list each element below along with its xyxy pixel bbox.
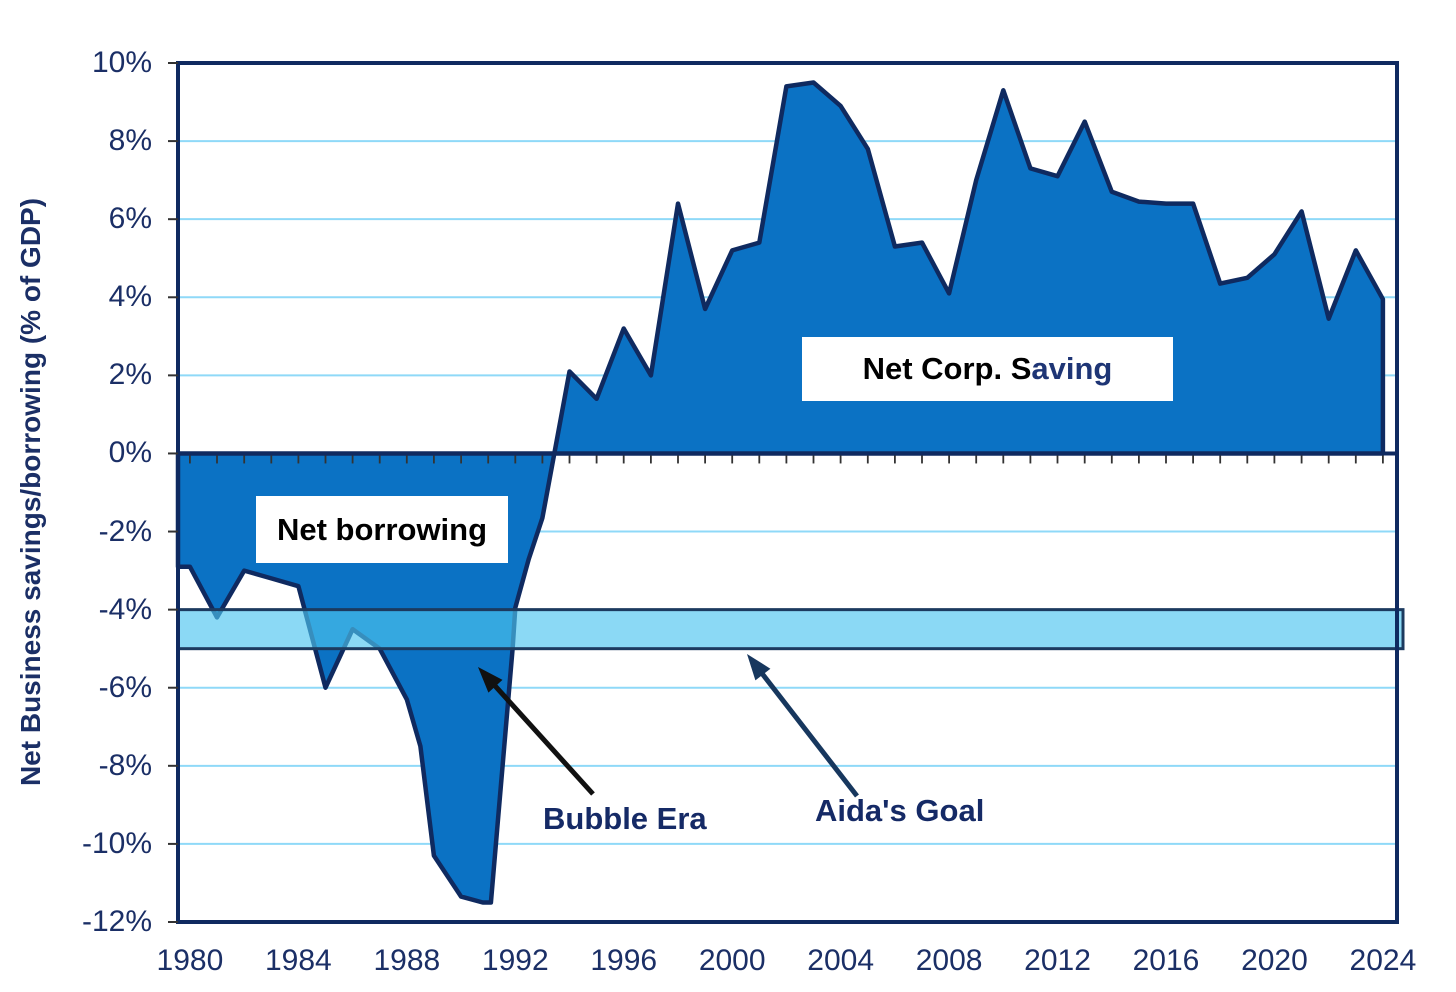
y-tick-label: 10% [91, 46, 152, 79]
x-tick-label: 2020 [1241, 944, 1308, 977]
plot-border [176, 61, 1399, 924]
x-tick-label: 2000 [698, 944, 766, 977]
net-borrowing-label: Net borrowing [256, 496, 508, 563]
y-tick-label: 6% [108, 202, 152, 236]
net-corp-saving-label-navy-part: aving [1031, 351, 1113, 386]
y-tick-label: 2% [108, 358, 152, 392]
bubble-era-arrow [489, 680, 595, 796]
aidas-goal-arrow [757, 668, 859, 798]
x-tick-label: 2016 [1132, 944, 1200, 977]
x-tick-label: 1980 [156, 944, 224, 977]
x-tick-label: 2024 [1349, 944, 1417, 977]
x-tick-label: 2004 [807, 944, 875, 977]
aidas-goal-arrow-head [747, 654, 771, 681]
y-tick-label: 0% [108, 436, 152, 470]
y-tick-label: -8% [98, 748, 152, 782]
x-tick-label: 1996 [590, 944, 658, 977]
x-tick-label: 1984 [265, 944, 332, 977]
bubble-era-arrow-head [478, 667, 503, 693]
y-tick-label: -4% [98, 592, 152, 626]
net-savings-area-series [175, 80, 1386, 905]
x-tick-label: 2012 [1024, 944, 1091, 977]
x-tick-label: 2008 [915, 944, 983, 977]
y-tick-label: -12% [81, 905, 152, 938]
net-corp-saving-label-black-part: Net Corp. S [862, 351, 1032, 386]
y-tick-label: -6% [98, 670, 152, 704]
aidas-goal-band [176, 608, 1405, 651]
x-tick-label: 1988 [373, 944, 441, 977]
x-tick-label: 1992 [481, 944, 549, 977]
y-tick-label: -10% [81, 826, 152, 860]
y-tick-label: -2% [98, 514, 152, 548]
y-tick-label: 4% [108, 280, 152, 314]
aidas-goal-label: Aida's Goal [815, 793, 985, 828]
y-tick-label: 8% [108, 124, 152, 158]
bubble-era-label: Bubble Era [543, 801, 707, 836]
